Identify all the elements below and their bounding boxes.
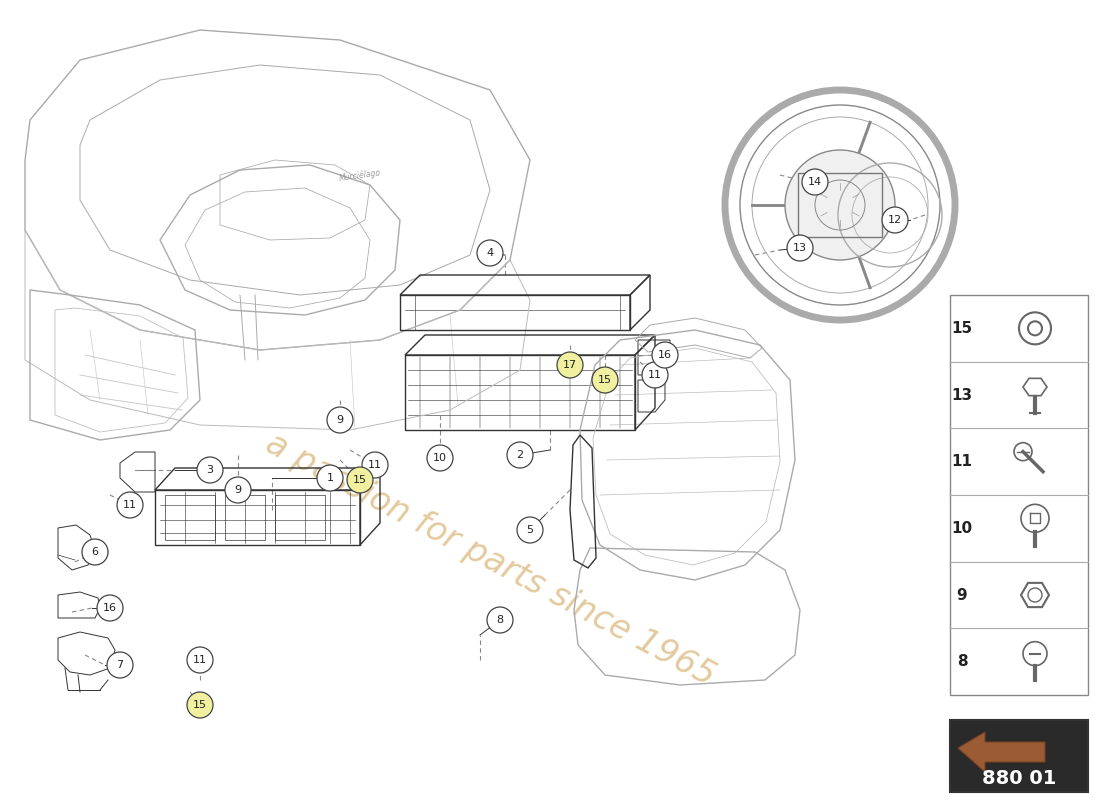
Circle shape [517, 517, 543, 543]
Text: 11: 11 [648, 370, 662, 380]
Text: 12: 12 [888, 215, 902, 225]
Circle shape [652, 342, 678, 368]
Polygon shape [958, 732, 1045, 772]
Text: 9: 9 [234, 485, 242, 495]
Circle shape [786, 235, 813, 261]
Text: 16: 16 [103, 603, 117, 613]
Bar [950, 720, 1088, 792]
Circle shape [107, 652, 133, 678]
Text: 8: 8 [496, 615, 504, 625]
Text: 17: 17 [563, 360, 578, 370]
Circle shape [487, 607, 513, 633]
Text: 9: 9 [957, 587, 967, 602]
Text: 11: 11 [123, 500, 138, 510]
Text: 3: 3 [207, 465, 213, 475]
Text: 9: 9 [337, 415, 343, 425]
Text: 15: 15 [192, 700, 207, 710]
Text: 13: 13 [952, 387, 972, 402]
Text: Murciélago: Murciélago [339, 167, 382, 182]
Circle shape [97, 595, 123, 621]
Circle shape [557, 352, 583, 378]
Text: 7: 7 [117, 660, 123, 670]
Text: 10: 10 [433, 453, 447, 463]
Text: 15: 15 [598, 375, 612, 385]
Bar [165, 495, 214, 540]
Text: 6: 6 [91, 547, 99, 557]
Circle shape [117, 492, 143, 518]
Circle shape [187, 692, 213, 718]
Circle shape [346, 467, 373, 493]
Text: 4: 4 [486, 248, 494, 258]
Text: 5: 5 [527, 525, 534, 535]
Text: 8: 8 [957, 654, 967, 669]
Text: 880 01: 880 01 [982, 769, 1056, 787]
Circle shape [785, 150, 895, 260]
Bar [950, 295, 1088, 695]
Circle shape [82, 539, 108, 565]
Circle shape [226, 477, 251, 503]
Text: 11: 11 [368, 460, 382, 470]
Circle shape [197, 457, 223, 483]
Text: 11: 11 [952, 454, 972, 469]
Text: 16: 16 [658, 350, 672, 360]
Circle shape [317, 465, 343, 491]
Text: 10: 10 [952, 521, 972, 536]
Circle shape [802, 169, 828, 195]
Text: 15: 15 [353, 475, 367, 485]
Bar [226, 495, 265, 540]
Text: a passion for parts since 1965: a passion for parts since 1965 [260, 427, 720, 693]
Circle shape [362, 452, 388, 478]
Circle shape [477, 240, 503, 266]
Circle shape [427, 445, 453, 471]
Circle shape [592, 367, 618, 393]
Text: 1: 1 [327, 473, 333, 483]
Circle shape [642, 362, 668, 388]
Bar [275, 495, 324, 540]
Text: 11: 11 [192, 655, 207, 665]
Text: 15: 15 [952, 321, 972, 336]
Circle shape [187, 647, 213, 673]
Text: 2: 2 [516, 450, 524, 460]
Circle shape [507, 442, 534, 468]
Text: 13: 13 [793, 243, 807, 253]
Circle shape [882, 207, 908, 233]
Text: 14: 14 [807, 177, 822, 187]
Circle shape [327, 407, 353, 433]
